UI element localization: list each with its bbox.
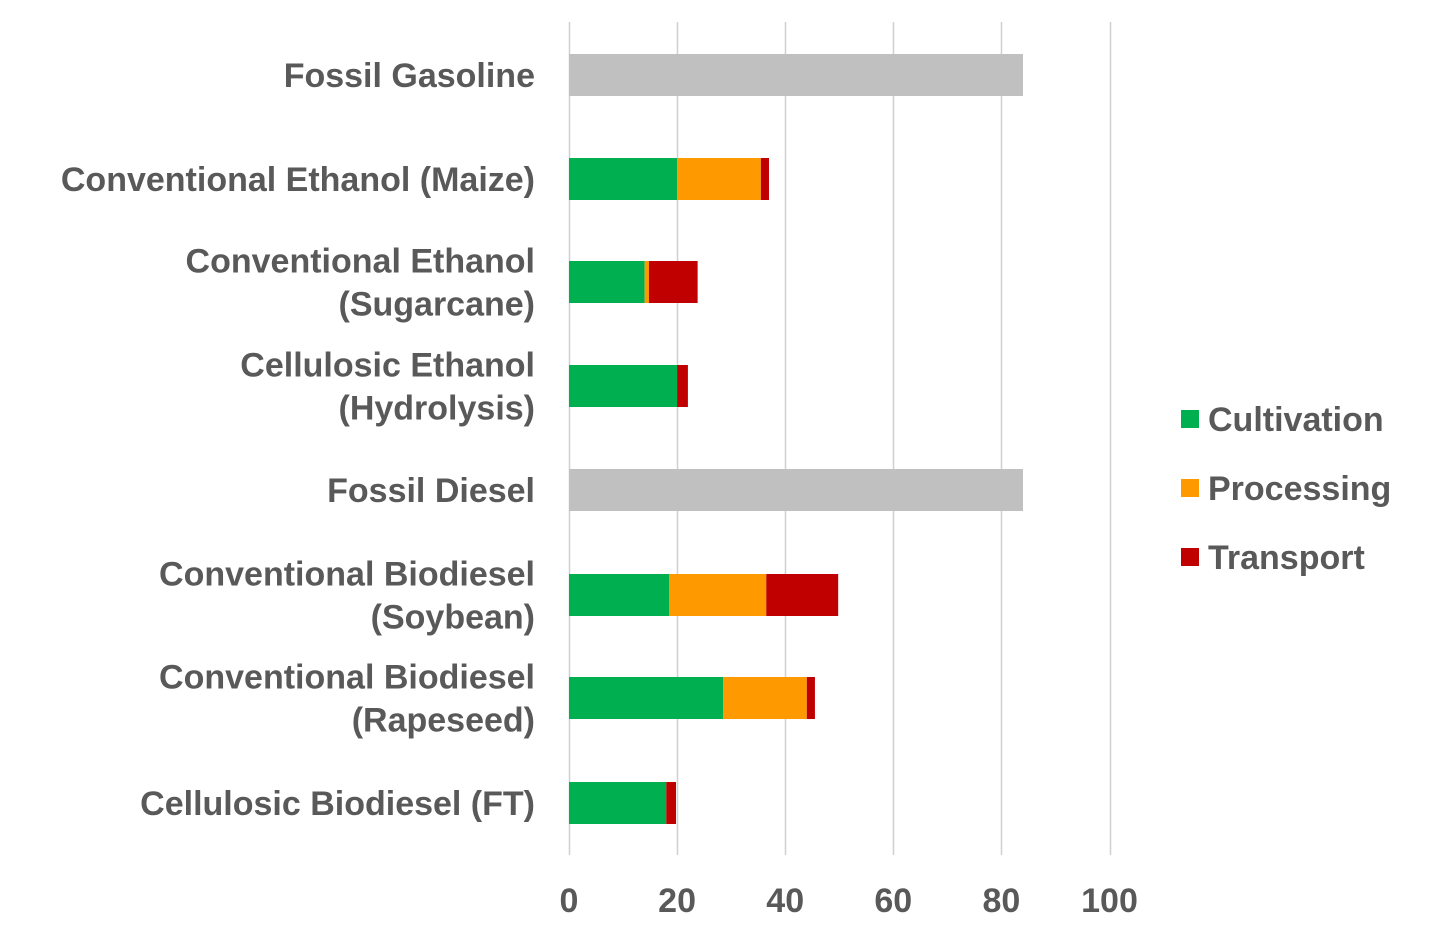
x-axis-tick-labels: 0 20 40 60 80 100 — [560, 882, 1138, 920]
bars — [569, 54, 1024, 824]
legend-swatch-cultivation — [1181, 410, 1199, 428]
bar-processing-6 — [723, 677, 807, 719]
category-label-2-line-0: Conventional Ethanol — [186, 243, 535, 281]
x-tick-label-60: 60 — [874, 882, 912, 920]
x-tick-label-20: 20 — [658, 882, 696, 920]
bar-transport-6 — [806, 677, 815, 719]
category-label-3-line-1: (Hydrolysis) — [339, 390, 536, 428]
bar-transport-1 — [760, 158, 769, 200]
bar-cultivation-6 — [569, 677, 724, 719]
category-label-6-line-0: Conventional Biodiesel — [159, 659, 535, 697]
bar-processing-5 — [668, 574, 767, 616]
legend-label-cultivation: Cultivation — [1208, 401, 1384, 439]
legend-label-processing: Processing — [1208, 470, 1391, 508]
category-label-5-line-0: Conventional Biodiesel — [159, 556, 535, 594]
legend-item-transport: Transport — [1181, 539, 1365, 577]
bar-transport-3 — [677, 365, 688, 407]
bar-transport-7 — [666, 782, 677, 824]
bar-processing-1 — [677, 158, 761, 200]
bar-cultivation-1 — [569, 158, 678, 200]
category-label-0: Fossil Gasoline — [284, 57, 535, 95]
category-labels: Fossil Gasoline Conventional Ethanol (Mai… — [61, 57, 535, 823]
x-tick-label-100: 100 — [1081, 882, 1138, 920]
x-tick-label-0: 0 — [560, 882, 579, 920]
category-label-1: Conventional Ethanol (Maize) — [61, 161, 535, 199]
legend-item-processing: Processing — [1181, 470, 1391, 508]
category-label-5-line-1: (Soybean) — [371, 599, 535, 637]
legend-item-cultivation: Cultivation — [1181, 401, 1384, 439]
bar-transport-5 — [766, 574, 839, 616]
bar-cultivation-5 — [569, 574, 669, 616]
bar-cultivation-7 — [569, 782, 667, 824]
category-label-7: Cellulosic Biodiesel (FT) — [140, 785, 535, 823]
bar-fossil-0 — [569, 54, 1024, 96]
x-tick-label-40: 40 — [766, 882, 804, 920]
category-label-3-line-0: Cellulosic Ethanol — [240, 347, 535, 385]
bar-cultivation-2 — [569, 261, 645, 303]
legend-label-transport: Transport — [1208, 539, 1365, 577]
bar-cultivation-3 — [569, 365, 678, 407]
legend: Cultivation Processing Transport — [1181, 401, 1391, 577]
legend-swatch-transport — [1181, 548, 1199, 566]
bar-fossil-4 — [569, 469, 1024, 511]
gridlines — [568, 22, 1112, 855]
category-label-2-line-1: (Sugarcane) — [339, 286, 536, 324]
category-label-6-line-1: (Rapeseed) — [352, 702, 535, 740]
legend-swatch-processing — [1181, 479, 1199, 497]
x-tick-label-80: 80 — [982, 882, 1020, 920]
category-label-4: Fossil Diesel — [327, 472, 535, 510]
bar-processing-2 — [644, 261, 649, 303]
bar-transport-2 — [648, 261, 698, 303]
